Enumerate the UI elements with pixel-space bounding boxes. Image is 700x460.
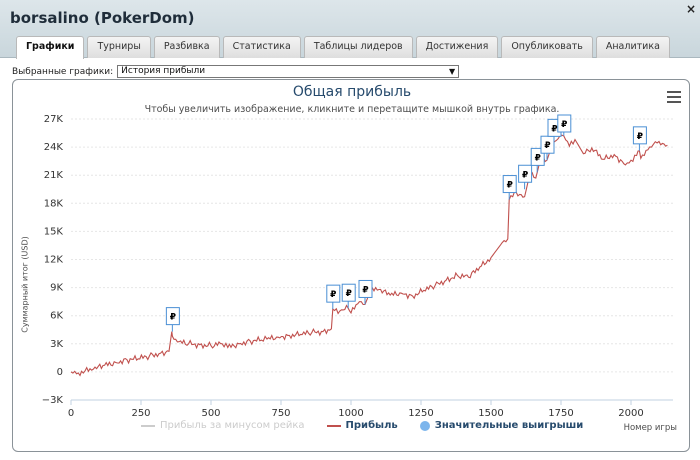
graph-select-label: Выбранные графики: (12, 66, 114, 77)
legend-big-wins[interactable]: Значительные выигрыши (419, 420, 584, 431)
x-tick-label: 1000 (338, 408, 363, 419)
x-tick-label: 250 (131, 408, 150, 419)
y-tick-label: 24K (44, 142, 64, 153)
big-win-flag (502, 175, 517, 194)
chevron-down-icon: ▼ (449, 67, 456, 76)
y-tick-label: 18K (44, 198, 64, 209)
y-tick-label: 6K (50, 311, 63, 322)
big-win-flag-label: ₽ (346, 289, 352, 299)
legend-line-icon (141, 424, 155, 427)
tab-bar: Графики Турниры Разбивка Статистика Табл… (16, 36, 670, 59)
tab-achievements[interactable]: Достижения (415, 36, 499, 58)
chart-container[interactable]: Общая прибыль Чтобы увеличить изображени… (12, 79, 690, 452)
legend-label: Прибыль (345, 420, 398, 431)
legend-dot-icon (419, 420, 430, 431)
big-win-flag (341, 283, 356, 302)
chart-legend: Прибыль за минусом рейка Прибыль Значите… (141, 420, 583, 431)
chart-plot[interactable]: −3K 0 3K 6K 9K 12K 15K 18K 21K 24K 27K 0 250 500 750 10… (13, 80, 691, 420)
big-win-flag (358, 279, 373, 298)
big-win-flag (632, 126, 647, 145)
window-title: borsalino (PokerDom) (10, 9, 195, 27)
big-win-flag-label: ₽ (507, 181, 513, 191)
big-win-flag-label: ₽ (170, 313, 176, 323)
x-tick-label: 2000 (618, 408, 643, 419)
legend-line-icon (326, 424, 341, 427)
tab-tournaments[interactable]: Турниры (87, 36, 151, 58)
y-tick-label: 3K (50, 339, 63, 350)
big-win-flag (518, 164, 533, 183)
big-win-flag-label: ₽ (561, 120, 567, 130)
legend-label: Прибыль за минусом рейка (160, 420, 305, 431)
legend-profit[interactable]: Прибыль (326, 420, 398, 431)
tab-publish[interactable]: Опубликовать (501, 36, 593, 58)
big-win-flag (326, 284, 341, 303)
y-tick-label: 21K (44, 170, 64, 181)
chart-subtitle: Чтобы увеличить изображение, кликните и … (144, 104, 560, 115)
big-win-flag-label: ₽ (362, 285, 368, 295)
tab-analytics[interactable]: Аналитика (595, 36, 670, 58)
tab-leaderboards[interactable]: Таблицы лидеров (303, 36, 413, 58)
big-win-flag-label: ₽ (637, 132, 643, 142)
close-icon[interactable]: × (685, 2, 696, 16)
y-tick-label: 0 (57, 367, 63, 378)
window-header: borsalino (PokerDom) × Графики Турниры Р… (0, 0, 700, 59)
x-axis-title: Номер игры (623, 423, 677, 433)
big-win-flag-label: ₽ (522, 170, 528, 180)
x-tick-label: 1250 (408, 408, 433, 419)
x-tick-label: 500 (201, 408, 220, 419)
legend-label: Значительные выигрыши (434, 420, 584, 431)
tab-statistics[interactable]: Статистика (222, 36, 301, 58)
legend-rake[interactable]: Прибыль за минусом рейка (141, 420, 305, 431)
graph-select-row: Выбранные графики: История прибыли ▼ (12, 65, 460, 78)
big-win-flag-label: ₽ (544, 141, 550, 151)
chart-title: Общая прибыль (292, 84, 412, 100)
tab-breakdown[interactable]: Разбивка (153, 36, 220, 58)
y-tick-label: 27K (44, 114, 64, 125)
graph-select-value: История прибыли (121, 66, 206, 76)
y-tick-label: −3K (42, 395, 64, 406)
y-tick-label: 15K (44, 226, 64, 237)
tab-graphs[interactable]: Графики (16, 36, 85, 59)
big-win-flag-label: ₽ (551, 124, 557, 134)
big-win-flag-label: ₽ (535, 153, 541, 163)
y-tick-label: 9K (50, 283, 63, 294)
big-win-flag (165, 307, 180, 326)
big-win-flag-label: ₽ (330, 290, 336, 300)
big-win-flag (557, 114, 572, 133)
graph-select[interactable]: История прибыли ▼ (117, 65, 460, 78)
profit-series-line (70, 134, 668, 377)
x-tick-label: 750 (271, 408, 290, 419)
x-tick-label: 0 (68, 408, 74, 419)
hamburger-menu-icon[interactable] (667, 91, 681, 103)
y-tick-label: 12K (44, 255, 64, 266)
x-tick-label: 1750 (548, 408, 573, 419)
x-tick-label: 1500 (478, 408, 503, 419)
